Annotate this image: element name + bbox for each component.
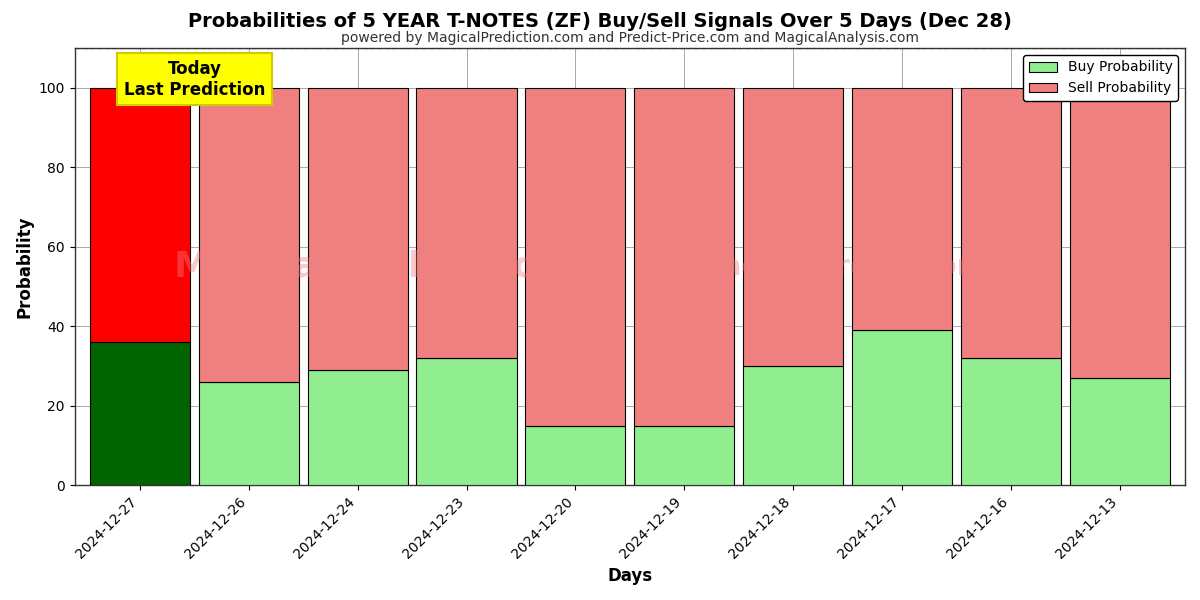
Bar [634, 88, 734, 425]
Bar [852, 88, 952, 330]
Title: powered by MagicalPrediction.com and Predict-Price.com and MagicalAnalysis.com: powered by MagicalPrediction.com and Pre… [341, 31, 919, 46]
X-axis label: Days: Days [607, 567, 653, 585]
Text: MagicalAnalysis.com: MagicalAnalysis.com [174, 250, 598, 284]
Bar [961, 88, 1061, 358]
Bar [852, 330, 952, 485]
Bar [307, 88, 408, 370]
Y-axis label: Probability: Probability [16, 215, 34, 318]
Bar [634, 425, 734, 485]
Text: Today
Last Prediction: Today Last Prediction [124, 60, 265, 99]
Bar [1069, 88, 1170, 378]
Bar [526, 88, 625, 425]
Bar [416, 88, 517, 358]
Bar [90, 342, 190, 485]
Bar [1069, 378, 1170, 485]
Bar [526, 425, 625, 485]
Bar [416, 358, 517, 485]
Bar [199, 88, 299, 382]
Text: Probabilities of 5 YEAR T-NOTES (ZF) Buy/Sell Signals Over 5 Days (Dec 28): Probabilities of 5 YEAR T-NOTES (ZF) Buy… [188, 12, 1012, 31]
Bar [961, 358, 1061, 485]
Bar [307, 370, 408, 485]
Legend: Buy Probability, Sell Probability: Buy Probability, Sell Probability [1024, 55, 1178, 101]
Bar [743, 366, 844, 485]
Bar [743, 88, 844, 366]
Bar [199, 382, 299, 485]
Bar [90, 88, 190, 342]
Text: MagicalPrediction.com: MagicalPrediction.com [696, 253, 1052, 281]
